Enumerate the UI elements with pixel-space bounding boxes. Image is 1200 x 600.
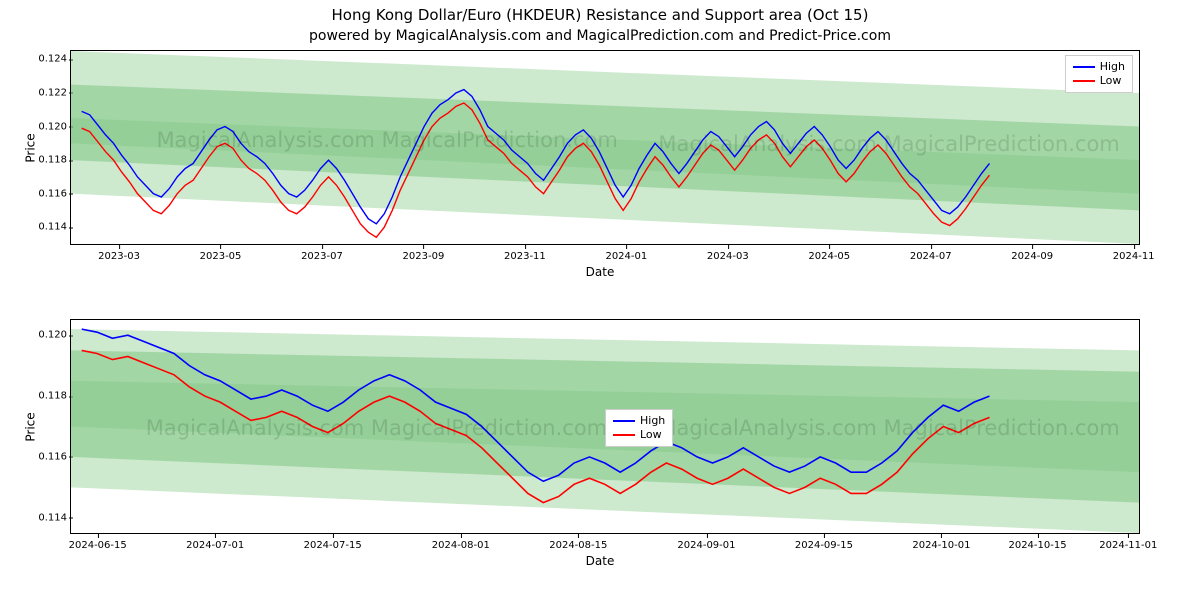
y-tick-label: 0.120 — [29, 121, 67, 132]
legend-item: Low — [613, 428, 665, 442]
y-tick-label: 0.114 — [29, 512, 67, 523]
x-tick-label: 2023-05 — [200, 251, 242, 262]
legend-color-line — [1073, 80, 1095, 82]
x-tick-label: 2024-05 — [808, 251, 850, 262]
x-tick-label: 2024-10-01 — [912, 540, 970, 551]
x-tick-label: 2024-09-15 — [795, 540, 853, 551]
x-tick-label: 2024-08-15 — [549, 540, 607, 551]
bottom-chart: Price HighLow 0.1140.1160.1180.1202024-0… — [70, 319, 1140, 534]
y-tick-label: 0.118 — [29, 391, 67, 402]
x-tick-label: 2023-03 — [98, 251, 140, 262]
legend-box: HighLow — [1065, 55, 1133, 93]
x-tick-label: 2024-08-01 — [432, 540, 490, 551]
x-tick-label: 2024-11-01 — [1099, 540, 1157, 551]
y-tick-label: 0.122 — [29, 87, 67, 98]
y-tick-label: 0.116 — [29, 188, 67, 199]
chart-container: { "title": "Hong Kong Dollar/Euro (HKDEU… — [0, 0, 1200, 600]
x-tick-label: 2024-10-15 — [1008, 540, 1066, 551]
x-tick-label: 2024-01 — [605, 251, 647, 262]
price-lines — [71, 51, 1139, 244]
legend-label: High — [1100, 60, 1125, 74]
x-tick-label: 2024-07-01 — [186, 540, 244, 551]
x-tick-label: 2024-09-01 — [677, 540, 735, 551]
x-tick-label: 2023-11 — [504, 251, 546, 262]
legend-label: High — [640, 414, 665, 428]
chart-subtitle: powered by MagicalAnalysis.com and Magic… — [0, 24, 1200, 50]
legend-item: High — [613, 414, 665, 428]
legend-label: Low — [640, 428, 662, 442]
x-tick-label: 2023-07 — [301, 251, 343, 262]
chart-title: Hong Kong Dollar/Euro (HKDEUR) Resistanc… — [0, 0, 1200, 24]
y-axis-label: Price — [24, 412, 38, 441]
legend-color-line — [613, 420, 635, 422]
x-tick-label: 2024-09 — [1011, 251, 1053, 262]
legend-color-line — [613, 434, 635, 436]
top-chart: Price HighLow 0.1140.1160.1180.1200.1220… — [70, 50, 1140, 245]
y-tick-label: 0.118 — [29, 155, 67, 166]
y-tick-label: 0.120 — [29, 330, 67, 341]
x-tick-label: 2024-06-15 — [69, 540, 127, 551]
legend-label: Low — [1100, 74, 1122, 88]
x-tick-label: 2024-03 — [707, 251, 749, 262]
legend-item: Low — [1073, 74, 1125, 88]
x-tick-label: 2024-07-15 — [304, 540, 362, 551]
legend-color-line — [1073, 66, 1095, 68]
x-tick-label: 2024-07 — [910, 251, 952, 262]
x-tick-label: 2023-09 — [403, 251, 445, 262]
y-tick-label: 0.124 — [29, 54, 67, 65]
y-tick-label: 0.114 — [29, 222, 67, 233]
legend-item: High — [1073, 60, 1125, 74]
x-tick-label: 2024-11 — [1113, 251, 1155, 262]
y-tick-label: 0.116 — [29, 451, 67, 462]
legend-box: HighLow — [605, 409, 673, 447]
